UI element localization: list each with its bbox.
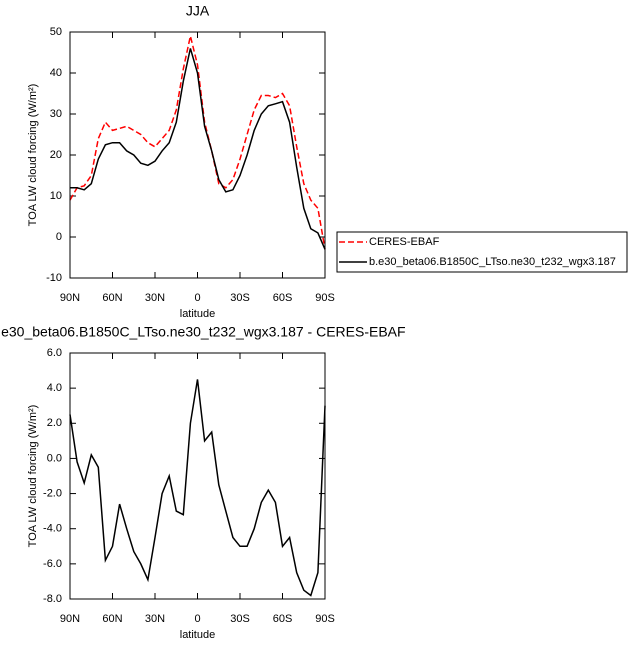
x-tick-label: 60N	[102, 292, 122, 304]
x-tick-label: 60N	[102, 613, 122, 625]
y-tick-label: 20	[50, 149, 62, 161]
plot-frame	[69, 31, 326, 279]
legend-label: CERES-EBAF	[369, 236, 440, 248]
x-axis-label: latitude	[180, 308, 215, 320]
y-axis-label: TOA LW cloud forcing (W/m²)	[27, 84, 39, 227]
y-tick-label: 10	[50, 190, 62, 202]
chart-title: JJA	[186, 3, 210, 19]
x-tick-label: 60S	[273, 292, 293, 304]
x-tick-label: 30S	[230, 292, 250, 304]
y-tick-label: 0	[56, 231, 62, 243]
y-axis-label: TOA LW cloud forcing (W/m²)	[27, 405, 39, 548]
x-tick-label: 90N	[60, 613, 80, 625]
x-tick-label: 30N	[145, 613, 165, 625]
x-tick-label: 60S	[273, 613, 293, 625]
y-tick-label: 0.0	[47, 452, 62, 464]
x-tick-label: 90S	[315, 613, 335, 625]
y-tick-label: -8.0	[43, 593, 62, 605]
y-tick-label: -2.0	[43, 487, 62, 499]
y-tick-label: -6.0	[43, 558, 62, 570]
plot-frame	[69, 352, 326, 600]
y-tick-label: -4.0	[43, 523, 62, 535]
x-tick-label: 90S	[315, 292, 335, 304]
x-tick-label: 30N	[145, 292, 165, 304]
y-tick-label: 40	[50, 67, 62, 79]
y-tick-label: 4.0	[47, 382, 62, 394]
y-tick-label: 30	[50, 108, 62, 120]
y-tick-label: 50	[50, 26, 62, 38]
legend-label: b.e30_beta06.B1850C_LTso.ne30_t232_wgx3.…	[369, 256, 616, 268]
data-line	[70, 48, 326, 250]
x-tick-label: 0	[194, 613, 200, 625]
chart-title: b.e30_beta06.B1850C_LTso.ne30_t232_wgx3.…	[0, 324, 406, 340]
data-line	[69, 379, 326, 597]
x-tick-label: 90N	[60, 292, 80, 304]
x-axis-label: latitude	[180, 629, 215, 641]
y-tick-label: 2.0	[47, 417, 62, 429]
legend-box	[336, 231, 628, 273]
x-tick-label: 0	[194, 292, 200, 304]
y-tick-label: 6.0	[47, 347, 62, 359]
x-tick-label: 30S	[230, 613, 250, 625]
y-tick-label: -10	[46, 272, 62, 284]
data-line	[69, 35, 326, 250]
